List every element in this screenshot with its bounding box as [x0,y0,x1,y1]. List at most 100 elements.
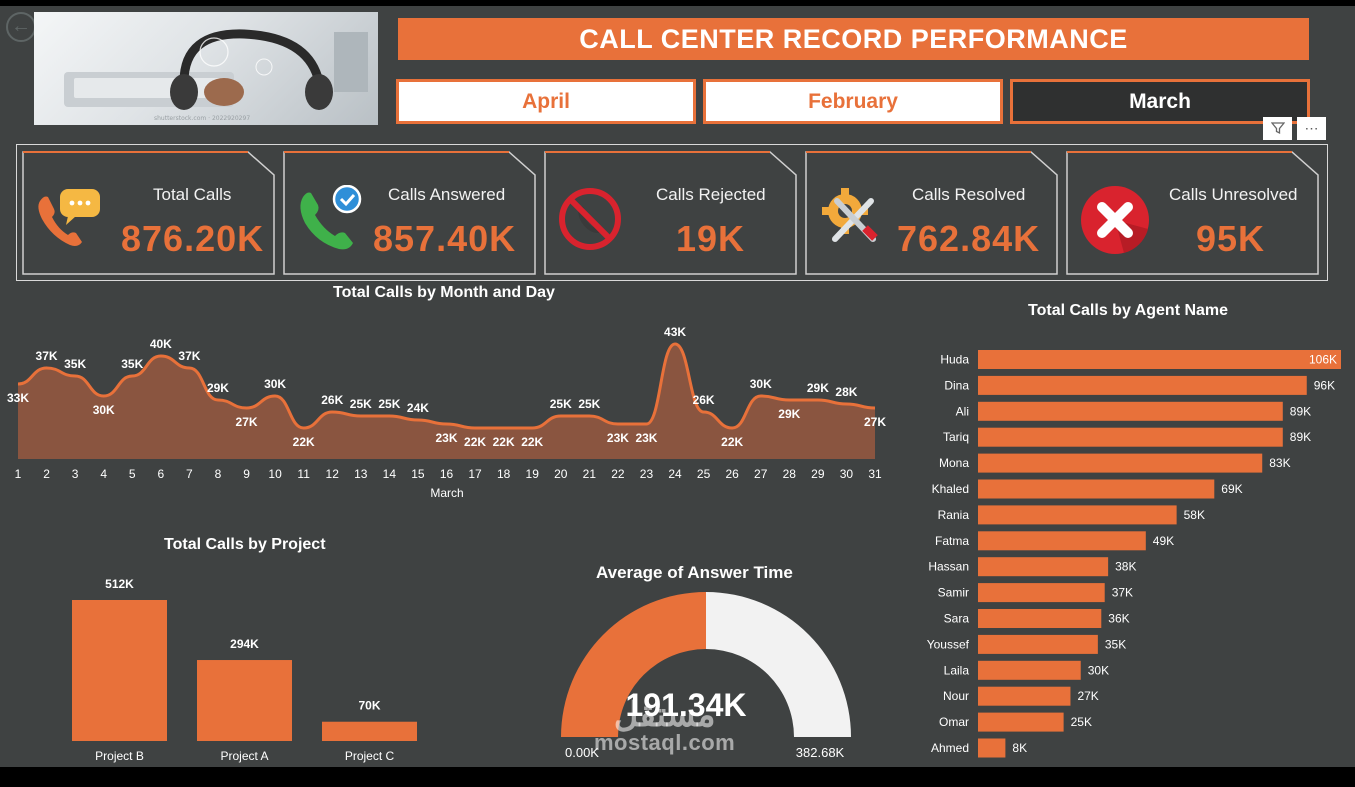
x-tick-label: 30 [840,467,854,481]
kpi-value: 762.84K [897,218,1041,259]
agent-value-label: 38K [1115,560,1136,574]
agent-bar [978,609,1102,628]
gauge-max-label: 382.68K [796,745,845,760]
x-tick-label: 16 [440,467,454,481]
data-label: 24K [407,401,429,415]
agent-name-label: Mona [939,456,969,470]
agent-value-label: 37K [1112,586,1133,600]
agent-bar [978,660,1081,680]
project-bar [72,600,167,741]
data-label: 25K [350,397,372,411]
agent-value-label: 36K [1108,612,1129,626]
agent-value-label: 8K [1012,741,1027,755]
agent-bar [978,583,1105,603]
watermark: مستقل mostaql.com [594,696,735,756]
x-tick-label: 28 [783,467,797,481]
back-arrow-icon[interactable]: ← [6,12,36,42]
project-value-label: 70K [358,699,380,713]
agent-name-label: Rania [938,508,970,522]
data-label: 40K [150,337,172,351]
data-label: 23K [435,431,457,445]
data-label: 30K [93,403,115,417]
x-tick-label: 7 [186,467,193,481]
x-tick-label: 9 [243,467,250,481]
gauge-remaining-arc [706,592,851,737]
project-bar [322,721,417,741]
x-tick-label: 23 [640,467,654,481]
project-value-label: 294K [230,637,259,651]
agent-bar [978,686,1071,706]
data-label: 37K [36,349,58,363]
kpi-label: Total Calls [153,185,232,204]
data-label: 28K [835,385,857,399]
month-button-march[interactable]: March [1010,79,1310,124]
data-label: 37K [178,349,200,363]
x-tick-label: 13 [354,467,368,481]
project-chart-title: Total Calls by Project [164,536,326,553]
agent-bar [978,531,1146,551]
data-label: 26K [321,393,343,407]
x-tick-label: 10 [268,467,282,481]
agent-value-label: 58K [1184,508,1205,522]
x-tick-label: 12 [326,467,340,481]
data-label: 27K [864,415,886,429]
agent-bar [978,479,1215,499]
phone-check-icon [300,185,362,250]
agent-name-label: Hassan [928,560,969,574]
filter-icon[interactable] [1263,117,1292,140]
project-bar-chart: 512K Project B 294K Project A 70K Project C [72,577,417,763]
data-label: 30K [264,377,286,391]
month-button-february[interactable]: February [703,79,1003,124]
agent-name-label: Samir [938,586,969,600]
x-tick-label: 2 [43,467,50,481]
area-fill [18,344,875,459]
agent-name-label: Khaled [932,482,969,496]
agent-bar [978,401,1283,421]
agent-bar [978,505,1177,525]
x-tick-label: 4 [100,467,107,481]
data-label: 35K [121,357,143,371]
x-tick-label: 20 [554,467,568,481]
agent-value-label: 35K [1105,637,1126,651]
data-label: 23K [607,431,629,445]
kpi-value: 857.40K [373,218,517,259]
project-name-label: Project B [95,749,144,763]
kpi-frame [16,144,1328,281]
data-label: 22K [493,435,515,449]
headset-photo: shutterstock.com · 2022920297 [34,12,378,125]
gear-tools-icon [822,188,878,242]
agent-value-label: 89K [1290,430,1311,444]
x-tick-label: 29 [811,467,825,481]
x-tick-label: 8 [215,467,222,481]
kpi-card-calls-resolved: Calls Resolved 762.84K [805,151,1058,275]
data-label: 29K [207,381,229,395]
x-tick-label: 27 [754,467,768,481]
agent-value-label: 89K [1290,404,1311,418]
data-label: 25K [378,397,400,411]
x-tick-label: 6 [157,467,164,481]
data-label: 35K [64,357,86,371]
photo-credit: shutterstock.com · 2022920297 [154,115,251,122]
x-tick-label: 1 [15,467,22,481]
agent-value-label: 69K [1221,482,1242,496]
kpi-card-calls-answered: Calls Answered 857.40K [283,151,536,275]
x-tick-label: 31 [868,467,882,481]
data-label: 23K [635,431,657,445]
agent-bar [978,557,1109,577]
dashboard: ← shutterstock.com · 2022920297 CALL CEN… [0,6,1355,767]
more-options-icon[interactable]: ⋯ [1297,117,1326,140]
agent-name-label: Fatma [935,534,969,548]
agent-value-label: 49K [1153,534,1174,548]
agent-bar [978,712,1064,732]
phone-blocked-icon [559,188,621,250]
agent-name-label: Omar [939,715,969,729]
agent-name-label: Dina [944,378,969,392]
agent-name-label: Huda [940,353,969,367]
agent-name-label: Laila [944,663,970,677]
month-button-april[interactable]: April [396,79,696,124]
kpi-card-calls-unresolved: Calls Unresolved 95K [1066,151,1319,275]
data-label: 33K [7,391,29,405]
kpi-label: Calls Rejected [656,185,766,204]
kpi-card-total-calls: Total Calls 876.20K [22,151,275,275]
daily-area-chart: 33K 37K 35K 30K 35K 40K 37K 29K 27K 30K 22K 26K 25K 2… [7,325,886,500]
